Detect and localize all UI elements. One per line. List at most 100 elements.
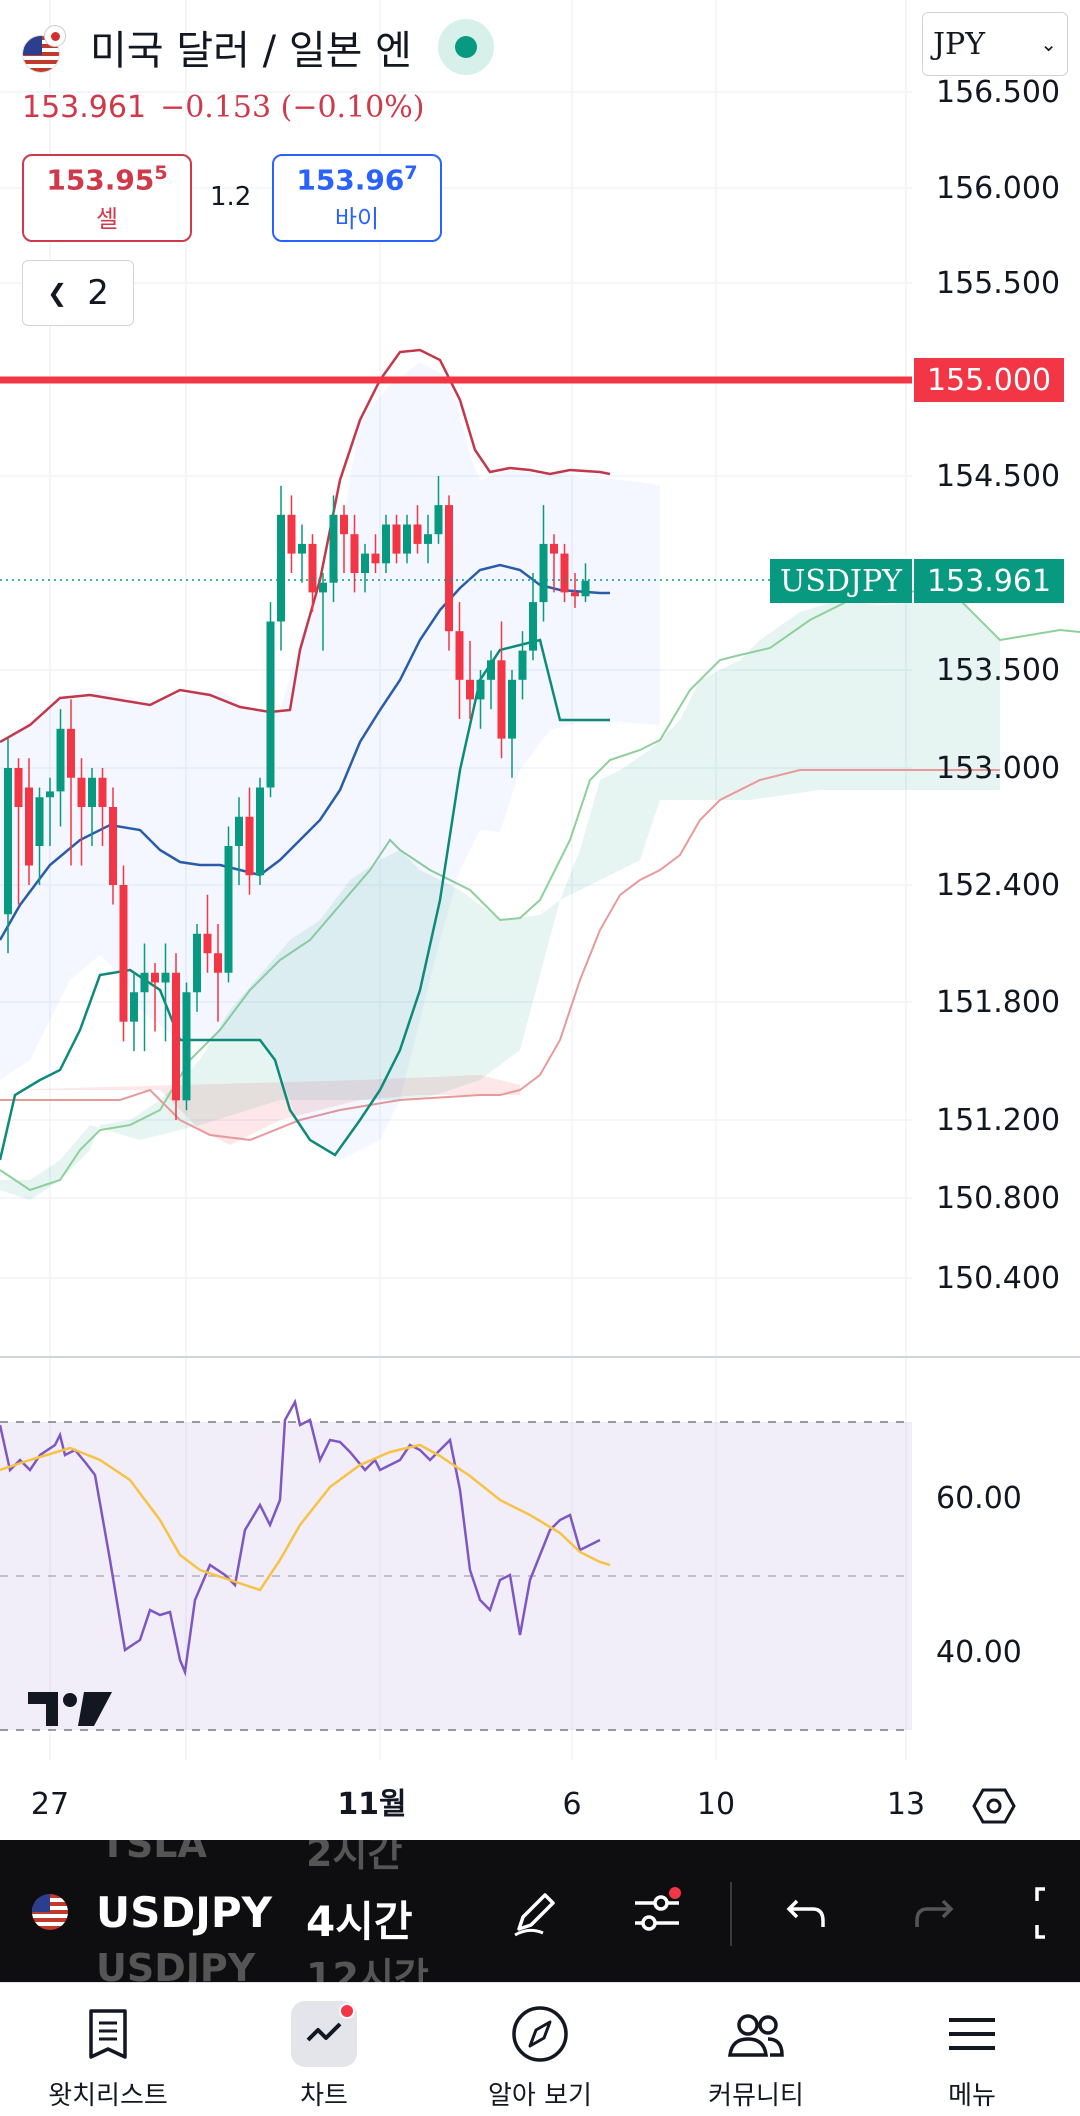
bollinger-bands (0, 348, 611, 1161)
candle (287, 495, 296, 573)
ghost-prev-interval: 2시간 (306, 1840, 403, 1875)
candle-body (119, 885, 128, 1022)
candle (413, 505, 422, 554)
candle-body (35, 797, 44, 846)
candle (172, 953, 180, 1120)
ichimoku-span-b (0, 769, 1000, 1142)
redo-icon[interactable] (898, 1878, 968, 1948)
candle-body (371, 553, 380, 564)
ghost-next-symbol: USDJPY (96, 1946, 256, 1982)
candle (193, 924, 201, 1012)
undo-icon[interactable] (772, 1878, 842, 1948)
candle (4, 738, 12, 954)
sell-label: 셀 (95, 204, 119, 233)
candle (14, 758, 23, 905)
candle (203, 894, 212, 973)
tradingview-logo[interactable] (28, 1686, 112, 1734)
symbol-price-tag: USDJPY (770, 559, 912, 603)
candle (571, 573, 579, 608)
candle (560, 543, 569, 603)
candle (539, 505, 548, 622)
community-icon (723, 2001, 789, 2067)
toolbar-divider (730, 1882, 732, 1946)
symbol-header[interactable]: 미국 달러 / 일본 엔 (22, 18, 494, 76)
candle (308, 534, 317, 612)
candle-body (340, 514, 348, 535)
candle (235, 797, 243, 885)
nav-community-label: 커뮤니티 (708, 2081, 804, 2111)
draw-pencil-icon[interactable] (500, 1878, 570, 1948)
candle (371, 534, 380, 573)
candle (445, 495, 453, 651)
us-flag-icon (32, 1894, 68, 1930)
currency-select[interactable]: JPY ⌄ (922, 12, 1068, 76)
symbol-picker[interactable]: USDJPY (96, 1888, 273, 1937)
rsi-pane (0, 1398, 912, 1731)
candle-body (529, 602, 537, 651)
candle-body (98, 777, 107, 807)
time-axis-label: 11월 (337, 1787, 406, 1822)
candle-body (392, 524, 401, 554)
candle (340, 505, 348, 573)
jp-flag-icon (44, 25, 66, 47)
candle-body (245, 816, 254, 876)
sell-button[interactable]: 153.955 셀 (22, 154, 192, 242)
time-axis-label: 13 (887, 1787, 925, 1822)
market-status-icon[interactable] (437, 19, 494, 75)
nav-community[interactable]: 커뮤니티 (648, 1983, 864, 2116)
candle (98, 768, 107, 846)
candle-body (550, 543, 558, 554)
chart-settings-icon[interactable] (972, 1784, 1016, 1832)
candle-body (350, 534, 359, 573)
candle-body (235, 816, 243, 846)
candle-body (424, 534, 432, 544)
indicators-collapse-button[interactable]: ❮ 2 (22, 260, 134, 326)
candle-body (193, 933, 201, 993)
candle-body (571, 592, 579, 597)
symbol-title[interactable]: 미국 달러 / 일본 엔 (90, 28, 412, 74)
nav-watchlist[interactable]: 왓치리스트 (0, 1983, 216, 2116)
candle (424, 514, 432, 564)
candle-body (172, 972, 180, 1101)
indicator-count: 2 (87, 273, 109, 313)
price-axis-label: 151.200 (936, 1103, 1060, 1138)
candle-body (466, 679, 474, 700)
candle-body (581, 580, 590, 597)
candle-body (298, 543, 306, 554)
candle-body (508, 679, 516, 739)
candle (140, 943, 149, 1052)
price-axis[interactable]: 156.500 156.000 155.500 154.500 153.500 153.0… (936, 75, 1060, 1296)
candle-body (46, 791, 54, 798)
nav-chart[interactable]: 차트 (216, 1983, 432, 2116)
candle-body (77, 777, 86, 807)
spread-value: 1.2 (210, 182, 252, 212)
candle (466, 640, 474, 719)
candle (130, 972, 138, 1052)
chevron-down-icon: ⌄ (1040, 32, 1057, 56)
ghost-next-interval: 12시간 (306, 1955, 429, 1982)
candle (455, 602, 464, 719)
candle-body (214, 953, 222, 973)
candle-body (224, 846, 233, 973)
nav-explore[interactable]: 알아 보기 (432, 1983, 648, 2116)
hamburger-menu-icon (939, 2001, 1005, 2067)
alert-price-tag[interactable]: 155.000 (914, 358, 1064, 402)
candle-body (287, 514, 296, 554)
candle (56, 709, 65, 827)
candle (182, 982, 191, 1111)
nav-menu[interactable]: 메뉴 (864, 1983, 1080, 2116)
candle-body (151, 972, 159, 983)
candle (476, 670, 485, 729)
time-axis-label: 6 (562, 1787, 581, 1822)
buy-button[interactable]: 153.967 바이 (272, 154, 442, 242)
time-axis[interactable]: 27 11월 6 10 13 (31, 1787, 925, 1822)
currency-select-value: JPY (933, 26, 986, 62)
chart-canvas[interactable]: 156.500 156.000 155.500 154.500 153.500 153.0… (0, 0, 1080, 1840)
rsi-axis: 60.00 40.00 (936, 1481, 1022, 1670)
interval-picker[interactable]: 4시간 (306, 1897, 413, 1946)
candle-body (25, 787, 33, 866)
candle-body (4, 768, 12, 915)
indicators-sliders-icon[interactable] (622, 1878, 692, 1948)
candle (119, 865, 128, 1042)
fullscreen-icon[interactable] (1020, 1878, 1080, 1948)
